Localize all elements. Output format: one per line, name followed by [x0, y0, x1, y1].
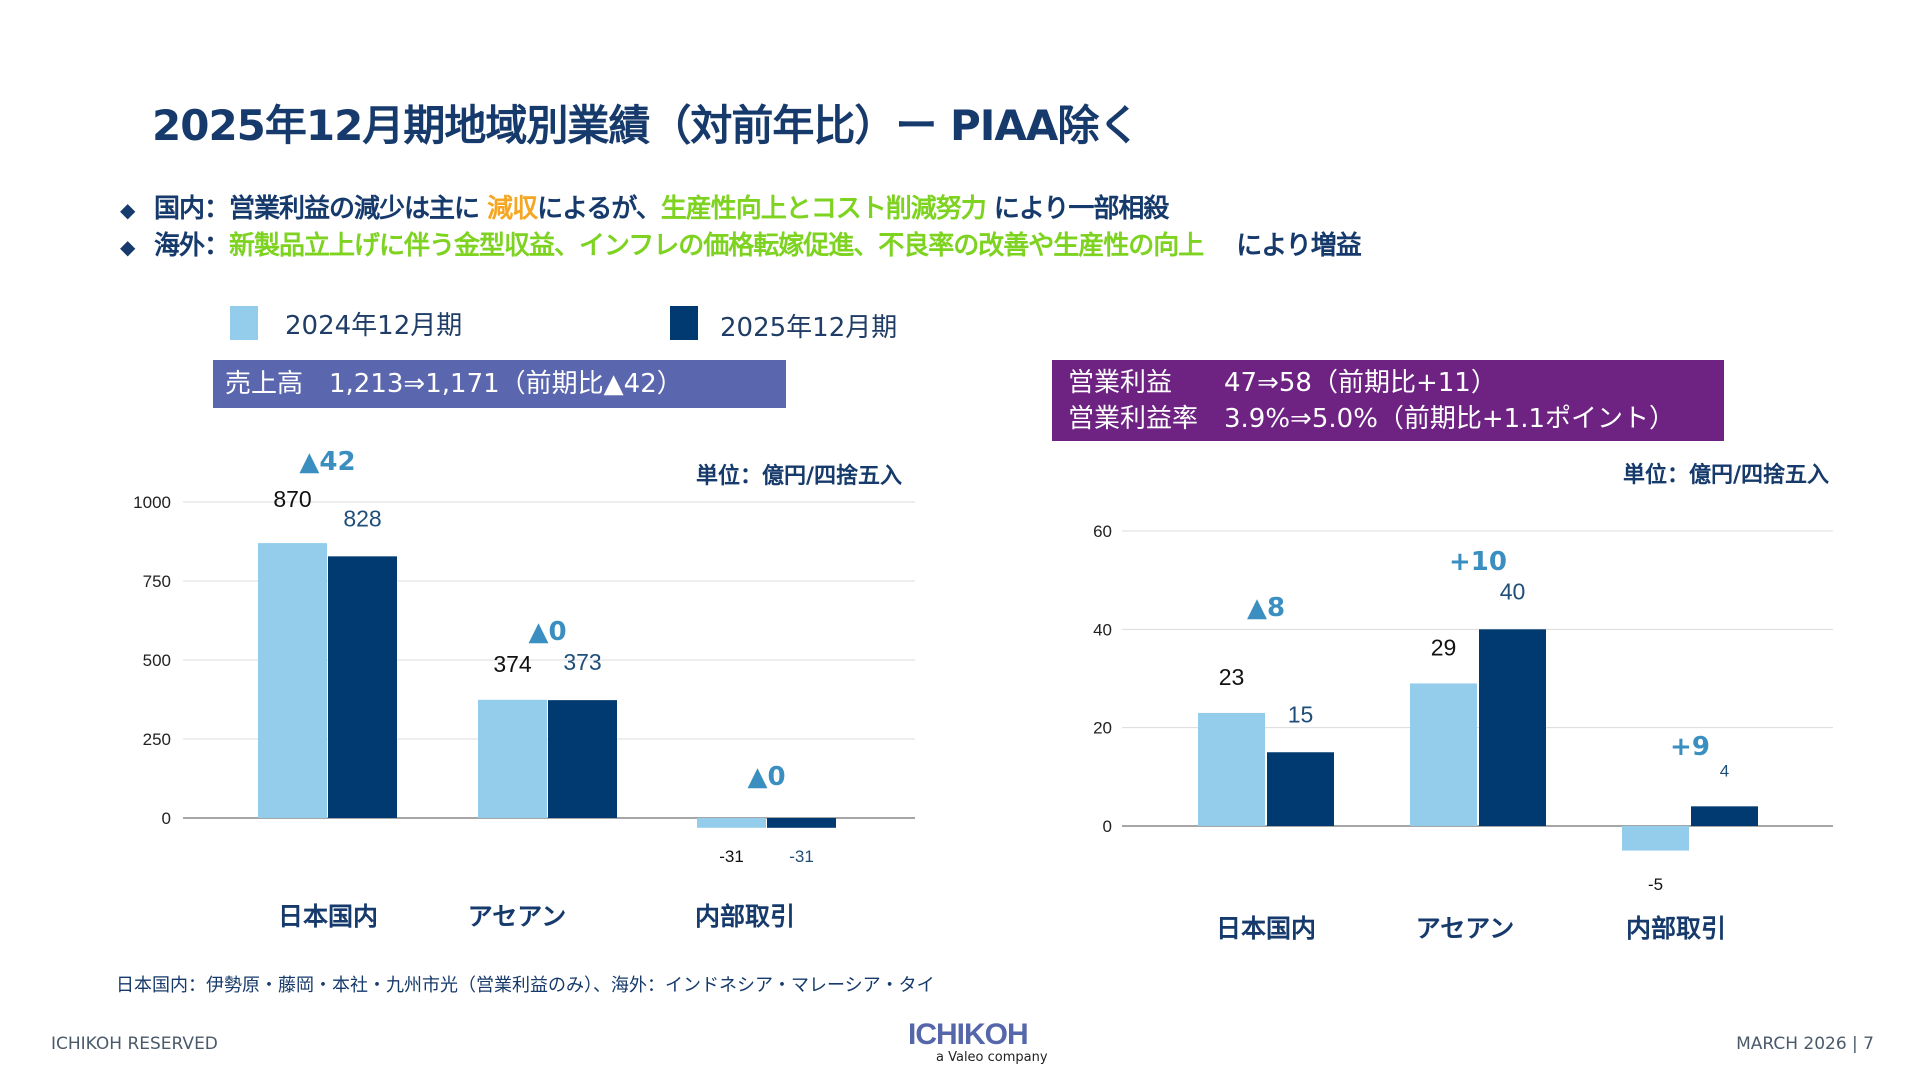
delta-label: ▲0	[528, 617, 566, 647]
delta-label: +9	[1670, 732, 1710, 762]
legend-label-2024: 2024年12月期	[285, 311, 463, 341]
data-label: 374	[493, 651, 532, 677]
y-tick-label: 1000	[133, 493, 171, 512]
category-label: アセアン	[468, 902, 567, 931]
bullet-text: 営業利益の減少は主に 減収によるが、生産性向上とコスト削減努力 により一部相殺	[229, 194, 1169, 224]
bar	[328, 556, 397, 818]
y-tick-label: 0	[1103, 817, 1112, 836]
category-label: アセアン	[1416, 914, 1515, 943]
data-label: 870	[273, 486, 311, 512]
bar	[1691, 806, 1758, 826]
bar	[1410, 683, 1477, 826]
y-tick-label: 20	[1093, 719, 1112, 738]
unit-label-left: 単位：億円/四捨五入	[695, 464, 902, 489]
data-label: 4	[1720, 761, 1729, 780]
bar	[478, 699, 547, 818]
footer-copyright: ICHIKOH RESERVED	[51, 1034, 218, 1054]
category-label: 日本国内	[278, 902, 378, 931]
operating-profit-summary-box: 営業利益 47⇒58（前期比+11） 営業利益率 3.9%⇒5.0%（前期比+1…	[1052, 360, 1724, 441]
bar	[1479, 629, 1546, 826]
bullet-domestic: ◆ 国内：営業利益の減少は主に 減収によるが、生産性向上とコスト削減努力 により一…	[120, 188, 1169, 225]
bullet-label: 海外：	[154, 231, 230, 261]
ichikoh-logo: ICHIKOH	[908, 1018, 1029, 1051]
data-label: 29	[1431, 634, 1457, 660]
sales-summary-box: 売上高 1,213⇒1,171（前期比▲42）	[213, 360, 786, 408]
bar	[1198, 712, 1265, 826]
y-tick-label: 40	[1093, 620, 1112, 639]
legend-swatch-2024	[230, 306, 258, 340]
bar	[1267, 752, 1334, 826]
delta-label: ▲0	[747, 762, 785, 792]
diamond-bullet-icon: ◆	[120, 234, 135, 259]
y-tick-label: 250	[143, 730, 171, 749]
category-label: 内部取引	[1626, 914, 1726, 943]
bar	[697, 818, 766, 828]
bullet-text: 新製品立上げに伴う金型収益、インフレの価格転嫁促進、不良率の改善や生産性の向上 …	[229, 231, 1362, 261]
data-label: 40	[1500, 578, 1526, 604]
legend-label-2025: 2025年12月期	[720, 313, 898, 343]
bullet-overseas: ◆ 海外：新製品立上げに伴う金型収益、インフレの価格転嫁促進、不良率の改善や生産性…	[120, 225, 1362, 262]
data-label: -31	[719, 847, 744, 866]
bar	[258, 543, 327, 818]
bar	[1622, 826, 1689, 851]
page-title: 2025年12月期地域別業績（対前年比）ー PIAA除く	[152, 101, 1140, 150]
footnote: 日本国内：伊勢原・藤岡・本社・九州市光（営業利益のみ）、海外：インドネシア・マレ…	[116, 975, 935, 996]
category-label: 日本国内	[1216, 914, 1316, 943]
data-label: -5	[1648, 875, 1663, 894]
legend-swatch-2025	[670, 306, 698, 340]
data-label: 23	[1219, 664, 1245, 690]
y-tick-label: 500	[143, 651, 171, 670]
footer-date-page: MARCH 2026 | 7	[1736, 1034, 1874, 1054]
delta-label: +10	[1449, 547, 1507, 577]
delta-label: ▲8	[1247, 593, 1285, 623]
category-label: 内部取引	[695, 902, 795, 931]
operating-margin-line: 営業利益率 3.9%⇒5.0%（前期比+1.1ポイント）	[1068, 404, 1676, 434]
y-tick-label: 60	[1093, 522, 1112, 541]
bar	[767, 818, 836, 828]
y-tick-label: 0	[162, 809, 171, 828]
operating-profit-line: 営業利益 47⇒58（前期比+11）	[1068, 368, 1497, 398]
unit-label-right: 単位：億円/四捨五入	[1622, 463, 1829, 488]
delta-label: ▲42	[299, 447, 355, 477]
bullet-label: 国内：	[154, 194, 230, 224]
bar	[548, 700, 617, 818]
data-label: 15	[1288, 701, 1314, 727]
diamond-bullet-icon: ◆	[120, 197, 135, 222]
data-label: -31	[789, 847, 814, 866]
y-tick-label: 750	[143, 572, 171, 591]
data-label: 828	[343, 505, 381, 531]
logo-subtitle: a Valeo company	[936, 1050, 1048, 1065]
data-label: 373	[563, 649, 601, 675]
